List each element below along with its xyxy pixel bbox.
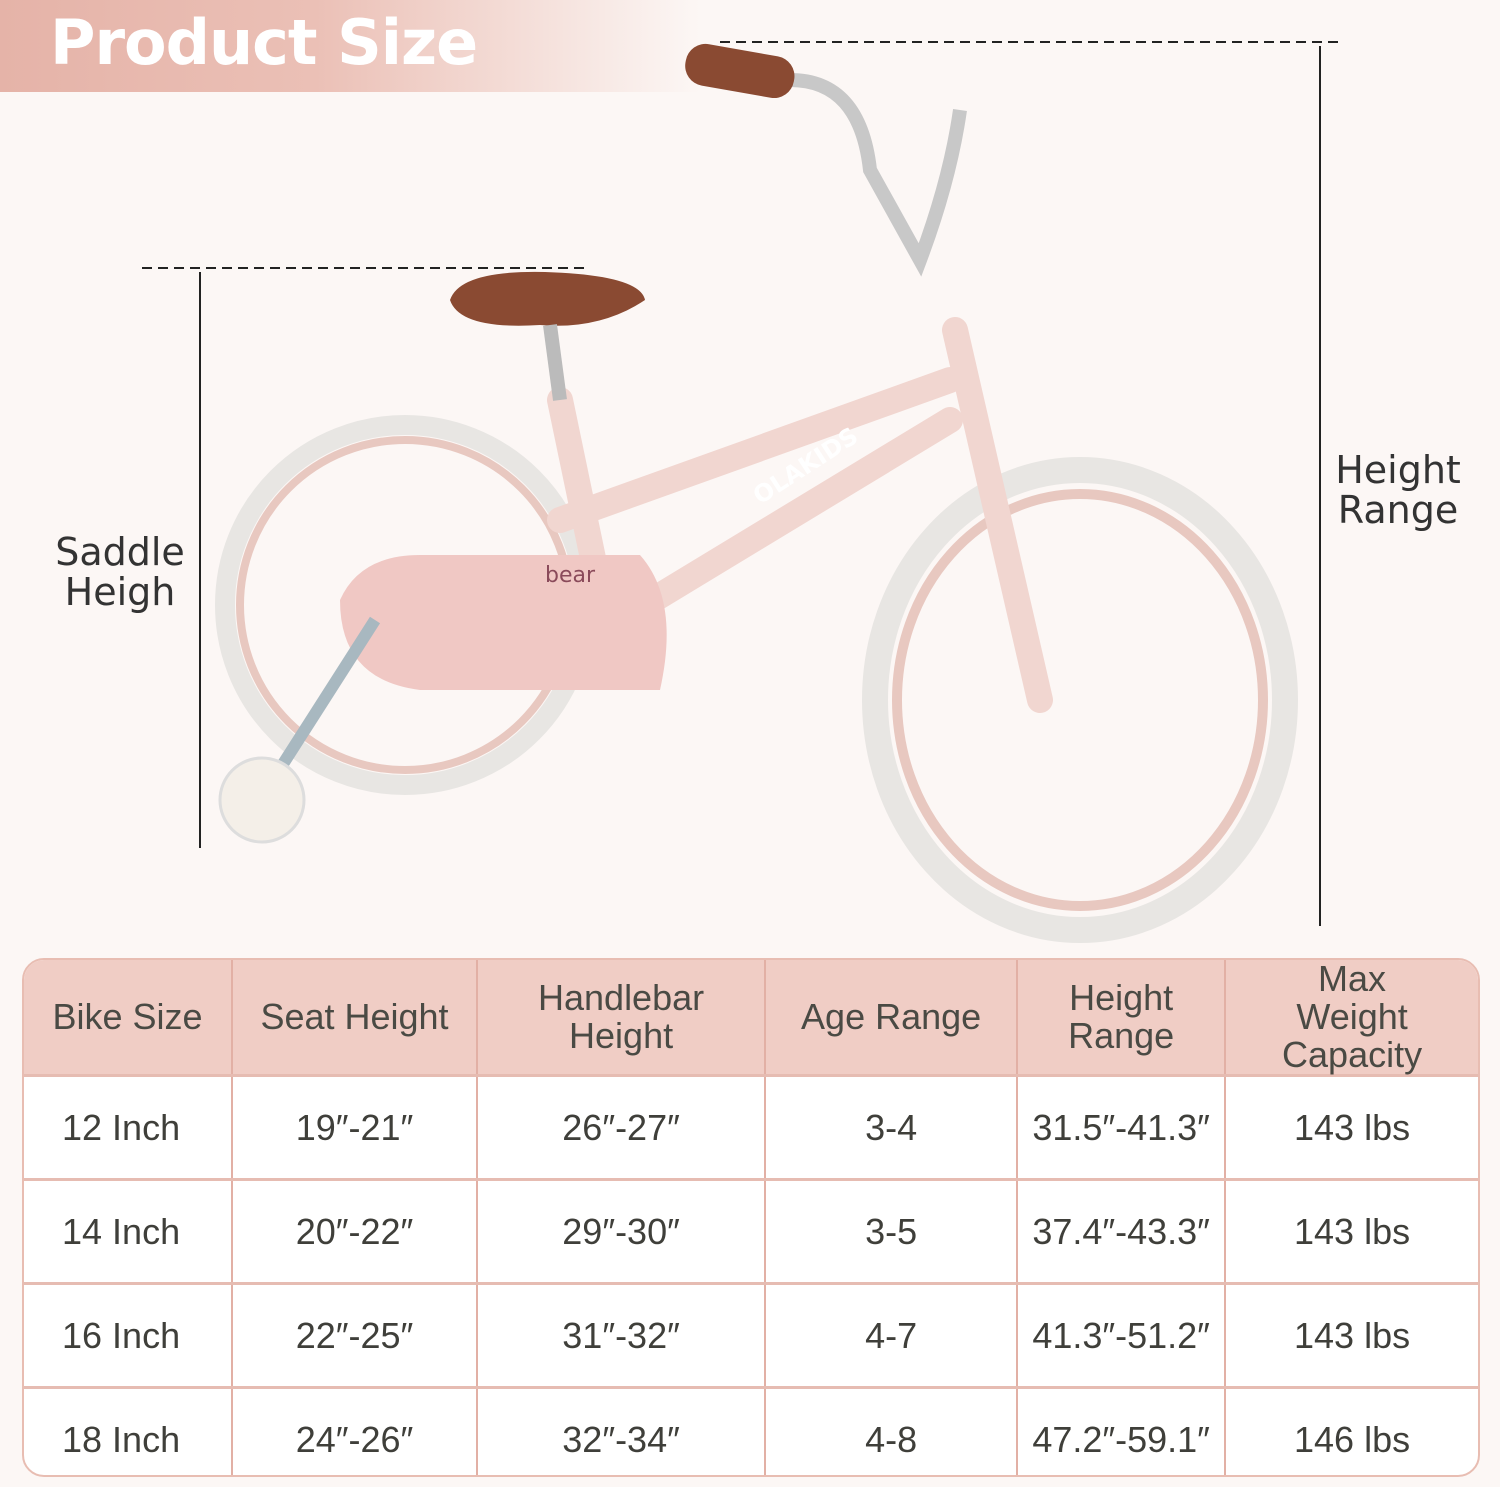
- table-row: 16 Inch 22″-25″ 31″-32″ 4-7 41.3″-51.2″ 143 l…: [24, 1282, 1478, 1388]
- saddle-height-label: Saddle Heigh: [55, 530, 185, 614]
- cell-height-range: 41.3″-51.2″: [1017, 1282, 1227, 1388]
- cell-handlebar-height: 26″-27″: [477, 1074, 767, 1180]
- cell-seat-height: 20″-22″: [232, 1178, 478, 1284]
- cell-max-weight: 143 lbs: [1225, 1074, 1478, 1180]
- dimension-lines: [142, 41, 1340, 926]
- height-range-label: Height Range: [1335, 448, 1461, 532]
- handlebar: [685, 43, 967, 277]
- cell-handlebar-height: 31″-32″: [477, 1282, 767, 1388]
- table-row: 12 Inch 19″-21″ 26″-27″ 3-4 31.5″-41.3″ 143 l…: [24, 1074, 1478, 1180]
- cell-age-range: 4-7: [765, 1282, 1019, 1388]
- table-row: 18 Inch 24″-26″ 32″-34″ 4-8 47.2″-59.1″ 146 l…: [24, 1386, 1478, 1475]
- header-bike-size: Bike Size: [24, 960, 233, 1076]
- header-age-range: Age Range: [765, 960, 1019, 1076]
- training-wheel: [218, 616, 381, 844]
- header-height-range: Height Range: [1017, 960, 1227, 1076]
- cell-handlebar-height: 29″-30″: [477, 1178, 767, 1284]
- chain-guard-decal: bear: [545, 563, 596, 588]
- front-wheel: [862, 457, 1298, 943]
- cell-max-weight: 143 lbs: [1225, 1178, 1478, 1284]
- chain-guard: [340, 555, 667, 690]
- table-row: 14 Inch 20″-22″ 29″-30″ 3-5 37.4″-43.3″ 143 l…: [24, 1178, 1478, 1284]
- cell-height-range: 47.2″-59.1″: [1017, 1386, 1227, 1475]
- cell-handlebar-height: 32″-34″: [477, 1386, 767, 1475]
- cell-seat-height: 19″-21″: [232, 1074, 478, 1180]
- cell-seat-height: 22″-25″: [232, 1282, 478, 1388]
- cell-height-range: 31.5″-41.3″: [1017, 1074, 1227, 1180]
- saddle: [450, 271, 645, 326]
- cell-height-range: 37.4″-43.3″: [1017, 1178, 1227, 1284]
- cell-max-weight: 146 lbs: [1225, 1386, 1478, 1475]
- cell-age-range: 3-4: [765, 1074, 1019, 1180]
- cell-bike-size: 12 Inch: [24, 1074, 233, 1180]
- cell-seat-height: 24″-26″: [232, 1386, 478, 1475]
- size-table: Bike Size Seat Height Handlebar Height A…: [22, 958, 1480, 1477]
- title-banner: Product Size: [0, 0, 700, 92]
- cell-bike-size: 14 Inch: [24, 1178, 233, 1284]
- cell-age-range: 4-8: [765, 1386, 1019, 1475]
- cell-bike-size: 18 Inch: [24, 1386, 233, 1475]
- header-max-weight: Max Weight Capacity: [1225, 960, 1478, 1076]
- page-title: Product Size: [50, 6, 478, 79]
- cell-age-range: 3-5: [765, 1178, 1019, 1284]
- header-handlebar-height: Handlebar Height: [477, 960, 767, 1076]
- cell-bike-size: 16 Inch: [24, 1282, 233, 1388]
- header-seat-height: Seat Height: [232, 960, 478, 1076]
- cell-max-weight: 143 lbs: [1225, 1282, 1478, 1388]
- table-header-row: Bike Size Seat Height Handlebar Height A…: [24, 960, 1478, 1076]
- bike-illustration: bear OLAKIDS: [142, 41, 1340, 943]
